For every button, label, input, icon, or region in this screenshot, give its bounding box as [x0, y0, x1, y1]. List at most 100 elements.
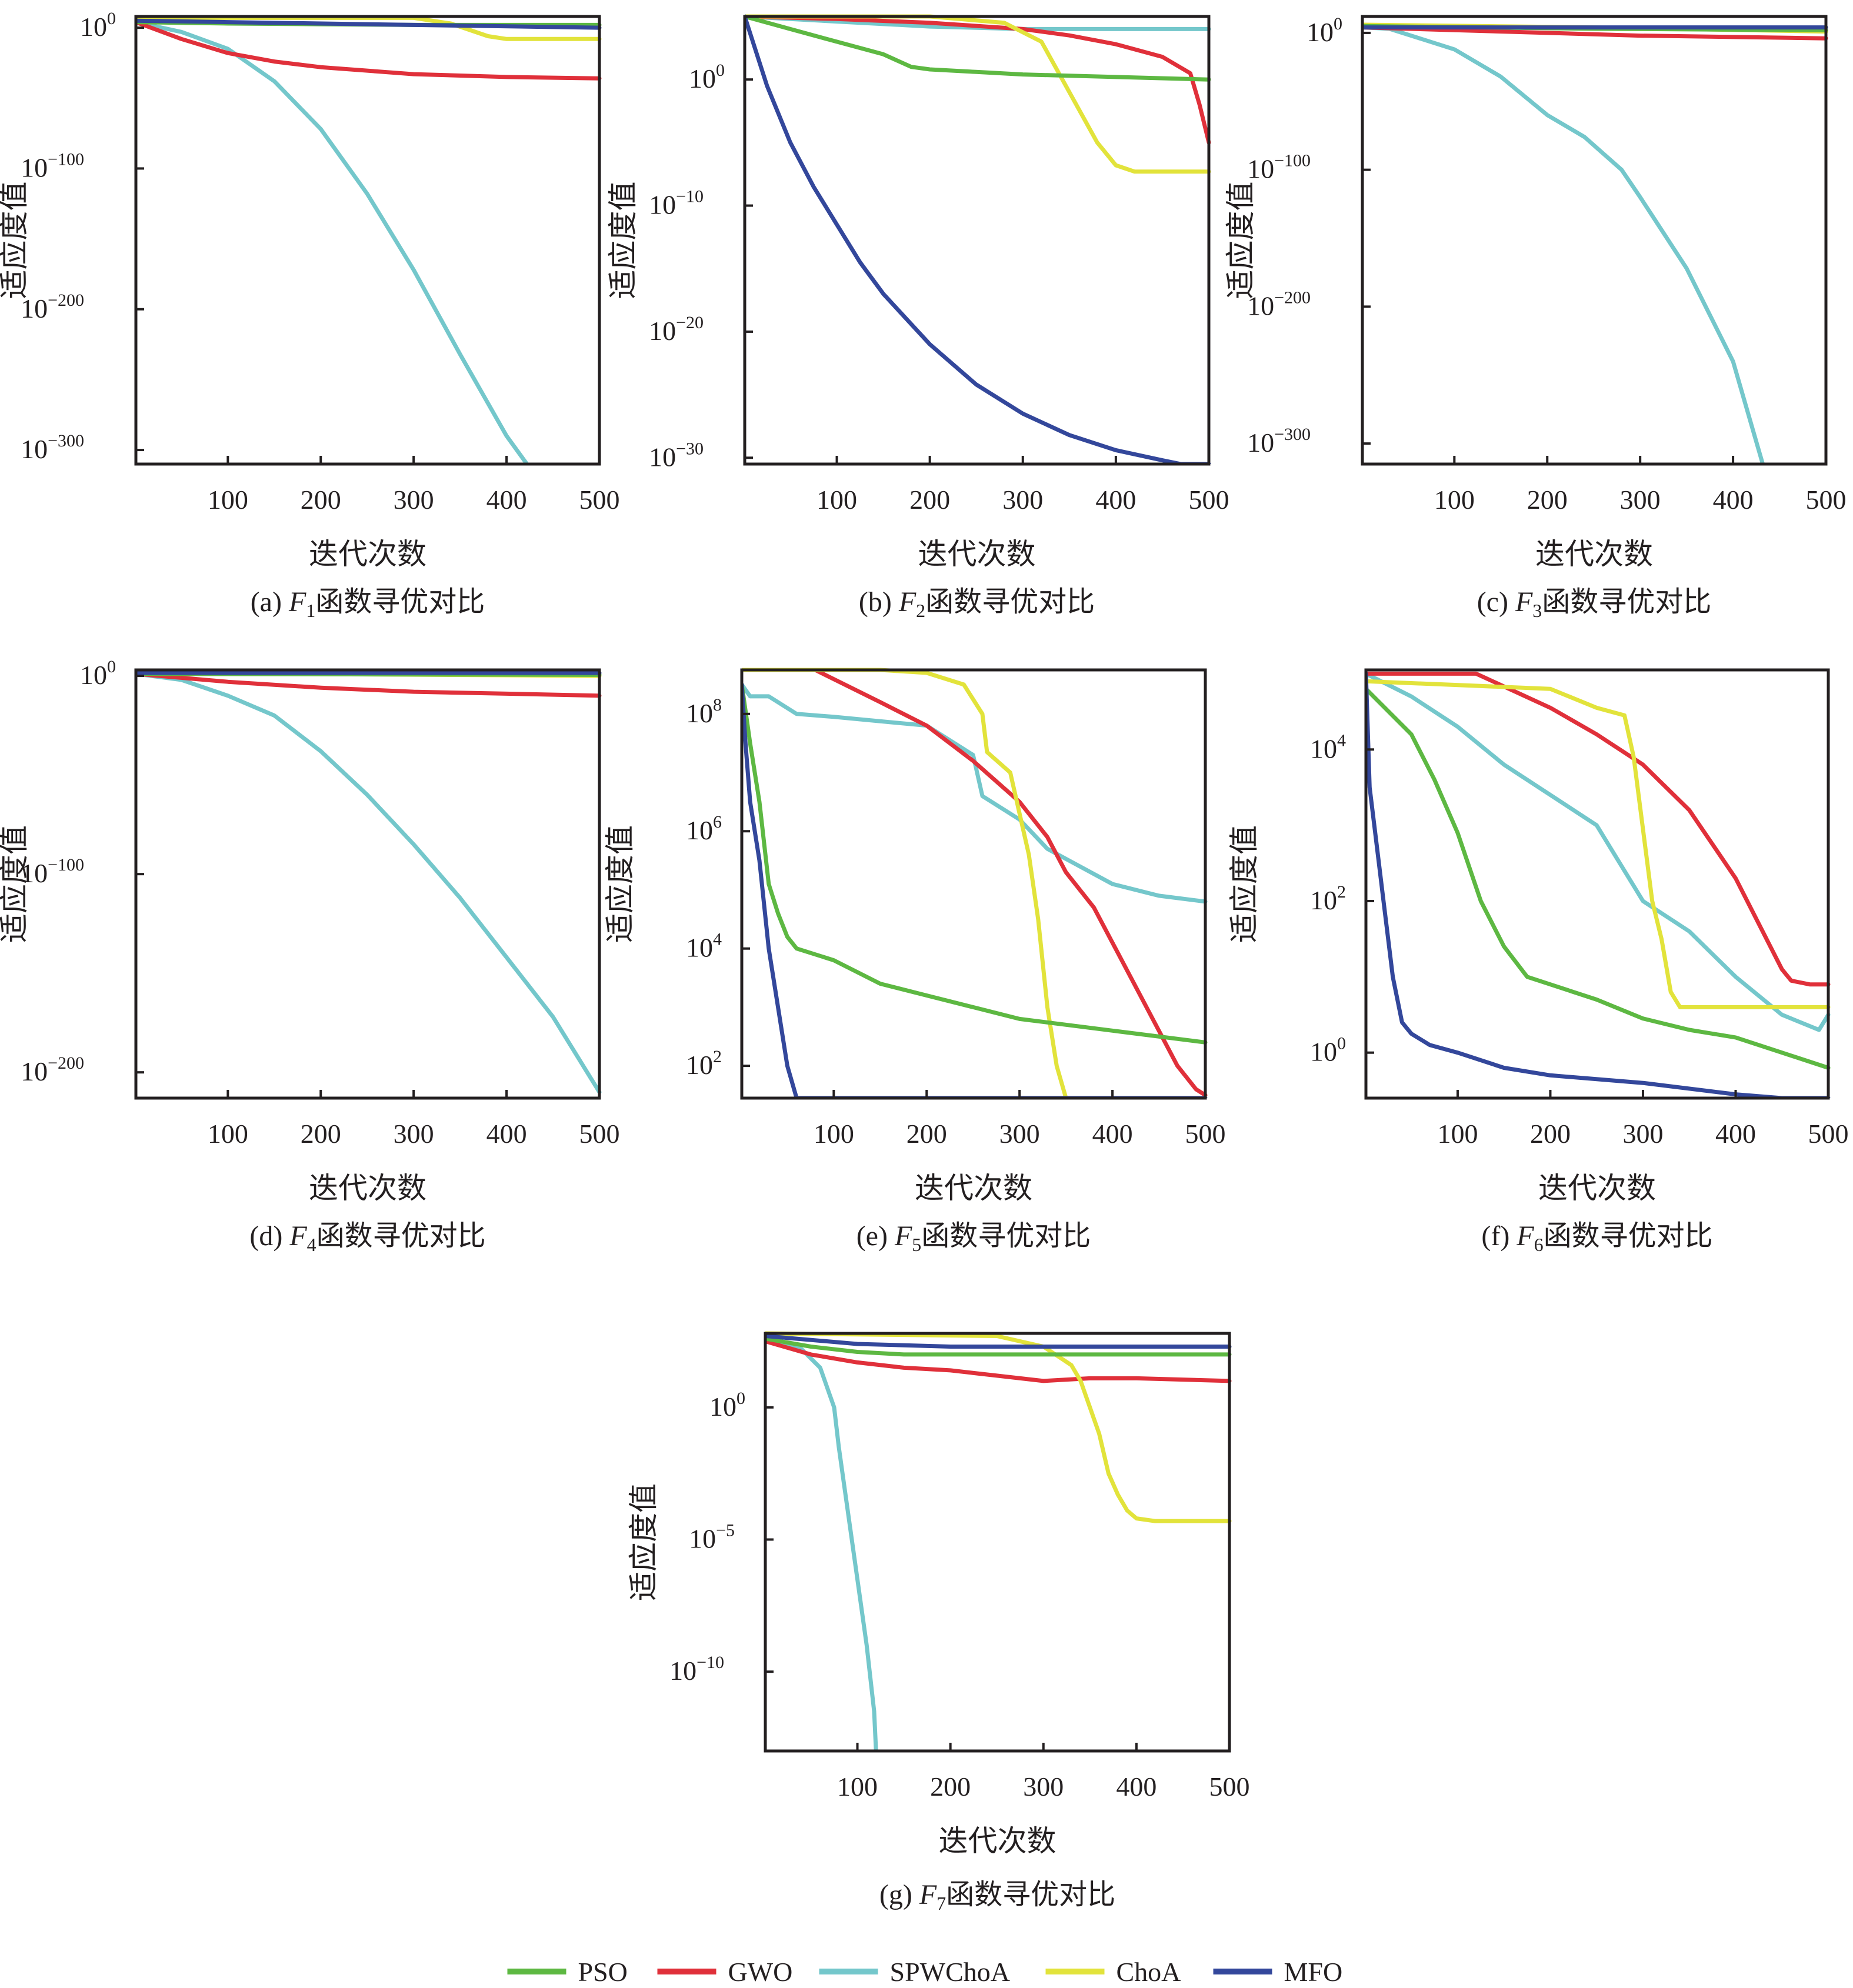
legend-label: SPWChoA: [890, 1957, 1010, 1987]
y-tick-label: 102: [686, 1047, 722, 1080]
y-tick-label: 10−300: [1247, 425, 1311, 458]
y-axis-title: 适应度值: [627, 1483, 660, 1601]
y-axis-title: 适应度值: [0, 825, 31, 943]
plot-frame: [1364, 668, 1830, 1100]
x-tick-label: 300: [394, 485, 434, 515]
legend-item-pso: PSO: [507, 1957, 628, 1987]
x-tick-label: 500: [579, 1119, 620, 1149]
y-tick-label: 104: [686, 930, 722, 963]
series-line-gwo: [1366, 671, 1831, 987]
legend-item-spwchoa: SPWChoA: [819, 1957, 1010, 1987]
x-axis-title: 迭代次数: [309, 538, 426, 571]
series-line-mfo: [745, 14, 1211, 464]
legend-label: ChoA: [1117, 1957, 1181, 1987]
series-line-spwchoa: [1362, 25, 1765, 464]
x-tick-label: 100: [208, 1119, 248, 1149]
x-tick-label: 100: [816, 485, 857, 515]
x-tick-label: 400: [486, 485, 527, 515]
y-tick-label: 100: [1307, 14, 1342, 47]
y-tick-label: 102: [1310, 882, 1346, 915]
series-group: [765, 1331, 1232, 1751]
panel-caption: (b) F2函数寻优对比: [859, 586, 1095, 621]
y-axis-title: 适应度值: [1228, 825, 1261, 943]
x-axis-title: 迭代次数: [918, 538, 1036, 571]
y-tick-label: 10−100: [21, 149, 84, 182]
x-tick-label: 500: [1209, 1772, 1250, 1802]
panel-caption: (f) F6函数寻优对比: [1481, 1220, 1712, 1255]
x-axis-title: 迭代次数: [309, 1172, 426, 1205]
panel-caption: (e) F5函数寻优对比: [856, 1220, 1091, 1255]
y-tick-label: 104: [1310, 731, 1346, 763]
series-line-gwo: [745, 14, 1211, 145]
x-tick-label: 100: [1434, 485, 1475, 515]
y-tick-label: 106: [686, 812, 722, 845]
x-tick-label: 300: [1620, 485, 1661, 515]
y-tick-label: 10−20: [649, 313, 704, 346]
y-axis-title: 适应度值: [604, 825, 636, 943]
chart-panel-a: 100 200 300 400 500 100 10−100 10−200 10−300 适应度值…: [0, 9, 620, 621]
x-tick-label: 300: [1622, 1119, 1663, 1149]
x-tick-label: 500: [1806, 485, 1847, 515]
y-tick-label: 10−5: [689, 1521, 735, 1554]
y-tick-label: 100: [80, 657, 116, 690]
series-line-gwo: [136, 20, 602, 81]
x-axis-title: 迭代次数: [939, 1824, 1057, 1857]
x-tick-label: 200: [301, 1119, 341, 1149]
x-tick-label: 300: [1023, 1772, 1064, 1802]
x-tick-label: 200: [906, 1119, 947, 1149]
series-group: [136, 671, 602, 1095]
x-axis-title: 迭代次数: [1538, 1172, 1656, 1205]
series-line-gwo: [742, 668, 1208, 1098]
x-tick-label: 100: [814, 1119, 854, 1149]
x-tick-label: 200: [909, 485, 950, 515]
panel-caption: (a) F1函数寻优对比: [251, 586, 485, 621]
x-tick-label: 400: [1116, 1772, 1157, 1802]
x-axis-title: 迭代次数: [915, 1172, 1032, 1205]
x-tick-label: 400: [486, 1119, 527, 1149]
x-tick-label: 400: [1713, 485, 1754, 515]
y-tick-label: 100: [1310, 1034, 1346, 1067]
series-group: [1362, 22, 1828, 464]
y-axis-title: 适应度值: [606, 182, 639, 299]
x-tick-label: 100: [837, 1772, 878, 1802]
legend-label: GWO: [728, 1957, 793, 1987]
x-tick-label: 300: [999, 1119, 1040, 1149]
y-axis-title: 适应度值: [0, 182, 31, 299]
panel-caption: (g) F7函数寻优对比: [879, 1879, 1115, 1914]
panel-caption: (c) F3函数寻优对比: [1477, 586, 1712, 621]
y-tick-label: 10−200: [21, 291, 84, 323]
y-tick-label: 10−200: [1247, 288, 1311, 321]
x-tick-label: 500: [1189, 485, 1229, 515]
legend-item-mfo: MFO: [1213, 1957, 1342, 1987]
series-line-pso: [1366, 686, 1831, 1070]
x-tick-label: 200: [1527, 485, 1568, 515]
series-group: [136, 15, 602, 464]
plot-frame: [134, 668, 601, 1100]
x-tick-label: 500: [1808, 1119, 1849, 1149]
series-line-mfo: [136, 18, 602, 30]
x-tick-label: 400: [1095, 485, 1136, 515]
y-tick-label: 10−100: [21, 855, 84, 888]
legend-item-gwo: GWO: [657, 1957, 793, 1987]
chart-panel-c: 100 200 300 400 500 100 10−100 10−200 10−300 适应度值…: [1224, 14, 1847, 621]
plot-frame: [740, 668, 1207, 1100]
x-tick-label: 400: [1092, 1119, 1133, 1149]
x-tick-label: 100: [1437, 1119, 1478, 1149]
y-tick-label: 10−200: [21, 1053, 84, 1086]
x-axis-title: 迭代次数: [1535, 538, 1653, 571]
chart-panel-b: 100 200 300 400 500 100 10−10 10−20 10−30 适应度值迭代次…: [606, 14, 1229, 621]
y-tick-label: 100: [709, 1389, 745, 1422]
legend-label: PSO: [578, 1957, 628, 1987]
x-tick-label: 100: [208, 485, 248, 515]
y-tick-label: 10−300: [21, 431, 84, 464]
series-line-mfo: [765, 1334, 1232, 1349]
y-tick-label: 10−100: [1247, 151, 1311, 184]
series-group: [1366, 671, 1831, 1098]
y-axis-title: 适应度值: [1224, 182, 1257, 299]
y-tick-label: 100: [80, 9, 116, 42]
series-line-spwchoa: [765, 1339, 878, 1751]
